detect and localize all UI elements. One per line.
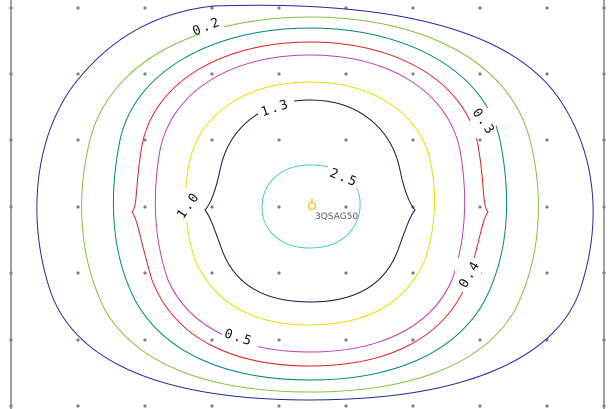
- grid-point: [277, 72, 281, 76]
- grid-point: [76, 138, 80, 142]
- grid-point: [545, 404, 549, 408]
- grid-point: [411, 72, 415, 76]
- grid-point: [277, 138, 281, 142]
- grid-point: [602, 72, 606, 76]
- grid-point: [344, 271, 348, 275]
- grid-point: [344, 205, 348, 209]
- label-bg: [328, 166, 364, 188]
- grid-point: [277, 6, 281, 10]
- grid-point: [478, 138, 482, 142]
- grid-point: [210, 138, 214, 142]
- grid-point: [411, 6, 415, 10]
- grid-point: [545, 72, 549, 76]
- grid-point: [344, 138, 348, 142]
- label-bg: [258, 95, 294, 117]
- grid-point: [478, 6, 482, 10]
- grid-point: [76, 338, 80, 342]
- grid-point: [602, 404, 606, 408]
- grid-point: [143, 404, 147, 408]
- grid-point: [143, 72, 147, 76]
- grid-point: [478, 72, 482, 76]
- grid-point: [411, 338, 415, 342]
- calculation-points: [9, 6, 606, 408]
- grid-point: [478, 404, 482, 408]
- grid-point: [9, 271, 13, 275]
- grid-point: [9, 72, 13, 76]
- grid-point: [602, 6, 606, 10]
- grid-point: [545, 6, 549, 10]
- grid-point: [545, 205, 549, 209]
- grid-point: [76, 6, 80, 10]
- contour-0-2: [36, 4, 594, 401]
- luminaire-icon[interactable]: [307, 198, 317, 211]
- grid-point: [9, 205, 13, 209]
- grid-point: [9, 6, 13, 10]
- grid-point: [143, 205, 147, 209]
- grid-point: [76, 72, 80, 76]
- grid-point: [478, 338, 482, 342]
- grid-point: [210, 404, 214, 408]
- grid-point: [277, 271, 281, 275]
- contour-1-0: [184, 81, 436, 326]
- grid-point: [9, 404, 13, 408]
- luminaire-label: 3QSAG50: [315, 212, 358, 222]
- label-bg: [470, 108, 496, 138]
- contour-0-4: [112, 27, 508, 381]
- grid-point: [76, 404, 80, 408]
- label-bg: [188, 14, 224, 34]
- grid-point: [545, 138, 549, 142]
- grid-point: [277, 205, 281, 209]
- grid-point: [478, 205, 482, 209]
- grid-point: [76, 205, 80, 209]
- grid-point: [344, 338, 348, 342]
- grid-point: [143, 138, 147, 142]
- grid-point: [210, 72, 214, 76]
- grid-point: [411, 138, 415, 142]
- grid-point: [344, 72, 348, 76]
- grid-point: [143, 6, 147, 10]
- grid-point: [602, 138, 606, 142]
- label-bg: [222, 326, 258, 348]
- grid-point: [210, 338, 214, 342]
- contour-0-5: [131, 41, 489, 367]
- grid-point: [411, 271, 415, 275]
- grid-point: [411, 404, 415, 408]
- grid-point: [143, 271, 147, 275]
- grid-point: [210, 205, 214, 209]
- grid-point: [210, 6, 214, 10]
- grid-point: [602, 338, 606, 342]
- grid-point: [602, 205, 606, 209]
- grid-point: [277, 404, 281, 408]
- contour-0-7: [154, 54, 466, 353]
- grid-point: [9, 138, 13, 142]
- contour-0-3: [81, 16, 539, 393]
- grid-point: [76, 271, 80, 275]
- label-bg: [455, 258, 481, 292]
- label-bg: [172, 188, 198, 222]
- grid-point: [277, 338, 281, 342]
- grid-point: [210, 271, 214, 275]
- plot-frame: [10, 0, 605, 409]
- grid-point: [545, 271, 549, 275]
- grid-point: [344, 404, 348, 408]
- contour-1-3: [204, 99, 416, 303]
- grid-point: [9, 338, 13, 342]
- grid-point: [143, 338, 147, 342]
- grid-point: [602, 271, 606, 275]
